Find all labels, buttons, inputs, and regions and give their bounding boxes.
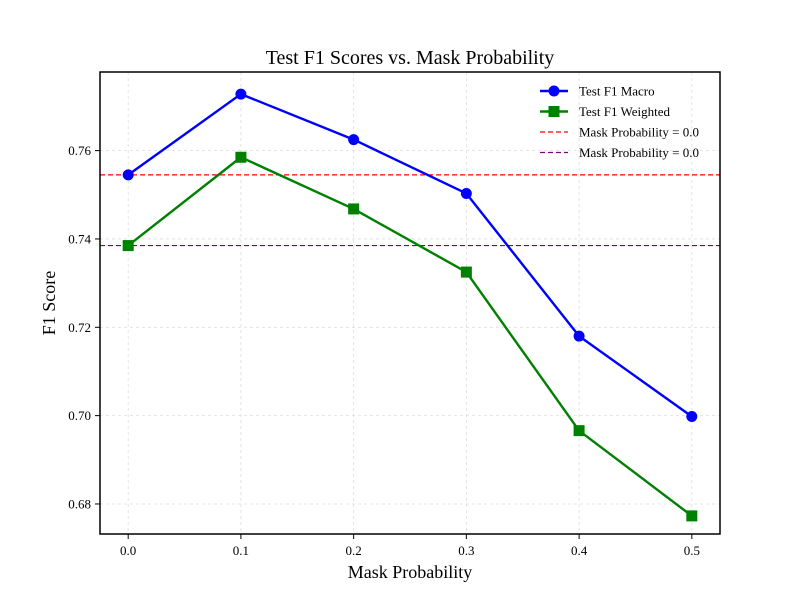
x-tick-label: 0.4 — [571, 543, 588, 558]
data-point-marker — [122, 169, 134, 181]
legend: Test F1 Macro Test F1 Weighted Mask Probab… — [540, 84, 699, 160]
y-tick-label: 0.74 — [68, 231, 91, 246]
legend-label: Test F1 Macro — [579, 84, 655, 99]
reference-lines — [100, 174, 720, 247]
legend-marker — [548, 85, 560, 97]
data-point-marker — [686, 411, 698, 423]
y-tick-label: 0.68 — [68, 496, 91, 511]
legend-label: Mask Probability = 0.0 — [579, 125, 699, 140]
x-tick-label: 0.2 — [346, 543, 362, 558]
data-point-marker — [122, 240, 134, 252]
data-point-marker — [348, 134, 360, 146]
series-lines — [127, 92, 693, 517]
y-tick-label: 0.76 — [68, 143, 91, 158]
data-point-marker — [460, 266, 472, 278]
x-axis-ticks: 0.0 0.1 0.2 0.3 0.4 0.5 — [120, 534, 700, 558]
series-line — [127, 156, 693, 517]
data-point-marker — [235, 88, 247, 100]
legend-marker — [548, 106, 560, 117]
legend-label: Mask Probability = 0.0 — [579, 145, 699, 160]
data-point-marker — [686, 510, 698, 522]
legend-label: Test F1 Weighted — [579, 104, 670, 119]
data-point-marker — [460, 187, 472, 199]
series-line — [127, 92, 693, 418]
x-axis-label: Mask Probability — [348, 562, 473, 582]
x-tick-label: 0.0 — [120, 543, 136, 558]
plot-frame — [99, 71, 721, 535]
series-markers — [122, 88, 698, 522]
y-axis-ticks: 0.68 0.70 0.72 0.74 0.76 — [68, 143, 100, 511]
chart-title: Test F1 Scores vs. Mask Probability — [266, 47, 555, 69]
x-tick-label: 0.5 — [684, 543, 700, 558]
y-tick-label: 0.72 — [68, 320, 91, 335]
data-point-marker — [573, 330, 585, 342]
data-point-marker — [348, 203, 360, 215]
y-tick-label: 0.70 — [68, 408, 91, 423]
x-tick-label: 0.3 — [458, 543, 474, 558]
grid — [100, 72, 720, 534]
data-point-marker — [235, 151, 247, 163]
plot-area — [100, 72, 720, 534]
data-point-marker — [573, 425, 585, 437]
x-tick-label: 0.1 — [233, 543, 249, 558]
y-axis-label: F1 Score — [39, 271, 59, 336]
